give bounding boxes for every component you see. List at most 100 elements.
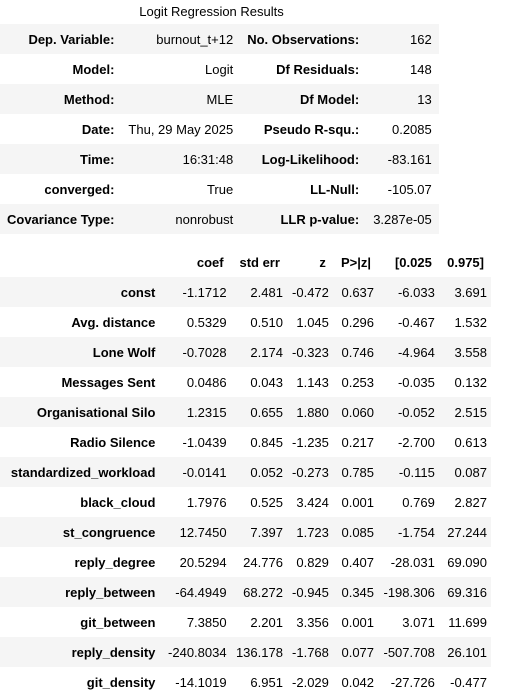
table-row: git_density -14.1019 6.951 -2.029 0.042 -27.7… — [0, 667, 491, 697]
table-cell: -1.0439 — [182, 434, 227, 450]
table-cell: 0.345 — [341, 584, 375, 600]
table-cell: 0.0486 — [186, 374, 227, 390]
table-cell: 24.776 — [243, 554, 283, 570]
table-cell: 2.515 — [454, 404, 487, 420]
table-cell: 7.397 — [250, 524, 283, 540]
summary-value: -105.07 — [387, 181, 432, 197]
summary-value: 148 — [410, 61, 432, 77]
variable-name: Organisational Silo — [36, 404, 156, 420]
table-cell: 136.178 — [235, 644, 283, 660]
table-cell: 0.042 — [341, 674, 375, 690]
summary-label: Covariance Type: — [7, 211, 115, 227]
table-cell: 0.060 — [341, 404, 375, 420]
summary-value: 13 — [417, 91, 432, 107]
table-cell: -0.323 — [292, 344, 329, 360]
coefficients-table: coef std err z P>|z| [0.025 0.975] const -1.17… — [0, 247, 491, 697]
variable-name: reply_degree — [74, 554, 156, 570]
table-cell: 0.510 — [250, 314, 283, 330]
table-row: st_congruence 12.7450 7.397 1.723 0.085 -1.75… — [0, 517, 491, 547]
summary-value: -83.161 — [387, 151, 432, 167]
summary-label: Df Residuals: — [276, 61, 360, 77]
table-cell: -4.964 — [397, 344, 435, 360]
table-cell: 1.143 — [296, 374, 329, 390]
variable-name: reply_between — [65, 584, 156, 600]
column-header: std err — [230, 247, 287, 277]
table-row: Radio Silence -1.0439 0.845 -1.235 0.217 -2.7… — [0, 427, 491, 457]
table-cell: -240.8034 — [168, 644, 227, 660]
summary-value: nonrobust — [175, 211, 234, 227]
table-cell: -0.273 — [292, 464, 329, 480]
table-cell: 0.613 — [454, 434, 487, 450]
table-row: reply_degree 20.5294 24.776 0.829 0.407 -28.0… — [0, 547, 491, 577]
table-cell: -0.0141 — [182, 464, 227, 480]
summary-row: Model: Logit Df Residuals: 148 — [0, 54, 439, 84]
column-header: z — [286, 247, 333, 277]
variable-name: git_density — [86, 674, 156, 690]
table-cell: 69.090 — [447, 554, 487, 570]
summary-label: LLR p-value: — [280, 211, 360, 227]
table-cell: 7.3850 — [186, 614, 227, 630]
table-cell: 3.558 — [454, 344, 487, 360]
summary-row: Time: 16:31:48 Log-Likelihood: -83.161 — [0, 144, 439, 174]
model-summary-table: Dep. Variable: burnout_t+12 No. Observatio… — [0, 24, 439, 234]
table-cell: -0.467 — [397, 314, 435, 330]
table-cell: 3.691 — [454, 284, 487, 300]
summary-label: converged: — [44, 181, 115, 197]
column-header: coef — [162, 247, 231, 277]
summary-row: Dep. Variable: burnout_t+12 No. Observatio… — [0, 24, 439, 54]
variable-name: Lone Wolf — [92, 344, 156, 360]
variable-name: const — [120, 284, 156, 300]
variable-name: Avg. distance — [71, 314, 156, 330]
table-row: Lone Wolf -0.7028 2.174 -0.323 0.746 -4.964 3.… — [0, 337, 491, 367]
table-cell: 27.244 — [447, 524, 487, 540]
table-cell: 0.637 — [341, 284, 375, 300]
table-cell: -1.235 — [292, 434, 329, 450]
table-cell: 0.746 — [341, 344, 375, 360]
summary-label: Model: — [72, 61, 115, 77]
summary-label: Date: — [81, 121, 115, 137]
variable-name: standardized_workload — [10, 464, 156, 480]
summary-row: Date: Thu, 29 May 2025 Pseudo R-squ.: 0.208… — [0, 114, 439, 144]
table-cell: 0.829 — [296, 554, 329, 570]
summary-row: Covariance Type: nonrobust LLR p-value: 3.2… — [0, 204, 439, 234]
table-cell: 0.043 — [250, 374, 283, 390]
variable-name: st_congruence — [62, 524, 156, 540]
table-cell: -2.700 — [397, 434, 435, 450]
summary-label: Dep. Variable: — [28, 31, 115, 47]
summary-label: Log-Likelihood: — [261, 151, 360, 167]
table-cell: 3.424 — [296, 494, 329, 510]
table-cell: 0.407 — [341, 554, 375, 570]
table-row: reply_between -64.4949 68.272 -0.945 0.345 -1… — [0, 577, 491, 607]
coefficients-header-row: coef std err z P>|z| [0.025 0.975] — [0, 247, 491, 277]
table-cell: 0.655 — [250, 404, 283, 420]
table-cell: 0.845 — [250, 434, 283, 450]
table-cell: -1.1712 — [182, 284, 227, 300]
summary-label: Method: — [63, 91, 115, 107]
variable-name: Messages Sent — [61, 374, 156, 390]
table-row: black_cloud 1.7976 0.525 3.424 0.001 0.769 2.8… — [0, 487, 491, 517]
summary-value: 3.287e-05 — [373, 211, 432, 227]
table-cell: 2.174 — [250, 344, 283, 360]
table-cell: 0.052 — [250, 464, 283, 480]
table-row: standardized_workload -0.0141 0.052 -0.273 0… — [0, 457, 491, 487]
table-cell: -1.754 — [397, 524, 435, 540]
table-cell: 2.201 — [250, 614, 283, 630]
column-header — [0, 247, 163, 277]
table-cell: 0.001 — [341, 494, 375, 510]
table-row: Messages Sent 0.0486 0.043 1.143 0.253 -0.035… — [0, 367, 491, 397]
summary-row: converged: True LL-Null: -105.07 — [0, 174, 439, 204]
table-cell: -27.726 — [390, 674, 435, 690]
table-cell: 1.7976 — [186, 494, 227, 510]
column-header: [0.025 — [378, 247, 439, 277]
variable-name: git_between — [80, 614, 156, 630]
table-cell: -507.708 — [383, 644, 435, 660]
summary-value: 162 — [410, 31, 432, 47]
summary-label: Df Model: — [299, 91, 360, 107]
table-cell: 0.296 — [341, 314, 375, 330]
summary-value: MLE — [206, 91, 234, 107]
table-cell: -0.115 — [398, 464, 435, 480]
table-caption: Logit Regression Results — [139, 4, 284, 19]
table-cell: 1.723 — [296, 524, 329, 540]
table-cell: -0.945 — [292, 584, 329, 600]
